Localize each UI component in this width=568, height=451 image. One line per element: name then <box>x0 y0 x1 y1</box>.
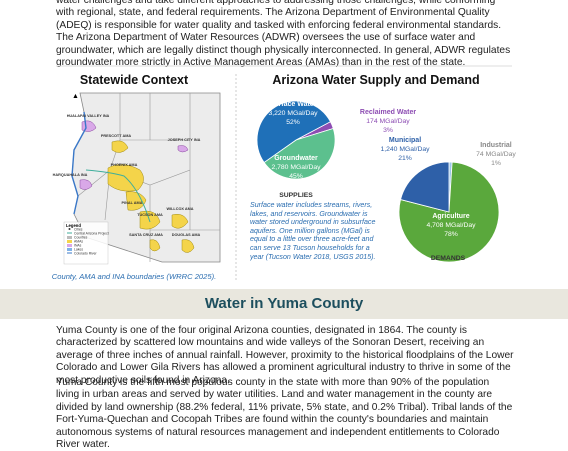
pinal-ama <box>125 191 147 211</box>
douglas-ama <box>181 239 195 253</box>
slice-amount: 3,220 MGal/Day <box>268 110 318 117</box>
intro-paragraph: water challenges and take different appr… <box>56 0 511 69</box>
slice-name: Agriculture <box>432 213 469 220</box>
slice-amount: 1,240 MGal/Day <box>380 146 430 153</box>
slice-name: Reclaimed Water <box>360 109 416 116</box>
santa-cruz-ama <box>149 239 161 252</box>
note: Surface water includes streams, rivers, … <box>250 201 376 261</box>
north-arrow: ▲ <box>72 93 79 100</box>
map-label: PRESCOTT AMA <box>101 134 131 138</box>
legend-label: Counties <box>74 236 88 240</box>
prescott-ama <box>111 140 129 153</box>
slice-percent: 1% <box>491 160 501 167</box>
map-label: TUCSON AMA <box>137 213 163 217</box>
map-label: JOSEPH CITY INA <box>168 138 201 142</box>
paragraph: Yuma County is one of the four original … <box>56 325 514 386</box>
slice-percent: 45% <box>289 173 303 180</box>
chart-title: Arizona Water Supply and Demand <box>272 73 479 87</box>
slice-percent: 21% <box>398 155 412 162</box>
legend-label: Lakes <box>74 248 83 252</box>
section-band: Water in Yuma County <box>0 289 568 319</box>
map-label: SANTA CRUZ AMA <box>129 233 163 237</box>
map-label: PINAL AMA <box>122 201 143 205</box>
slice-name: Industrial <box>480 142 512 149</box>
slice-percent: 78% <box>444 231 458 238</box>
map-label: DOUGLAS AMA <box>172 233 201 237</box>
legend-label: AMAs <box>74 240 83 244</box>
pie-slice <box>263 127 336 180</box>
pie-caption: DEMANDS <box>431 255 466 262</box>
pie-caption: SUPPLIES <box>279 192 313 199</box>
willcox-ama <box>171 214 189 229</box>
slice-amount: 4,708 MGal/Day <box>426 222 476 229</box>
map-title: Statewide Context <box>80 73 189 87</box>
map-label: WILLCOX AMA <box>166 207 193 211</box>
slice-percent: 3% <box>383 127 393 134</box>
joseph-city-ina <box>177 145 189 153</box>
map-label: HARQUAHALA INA <box>53 173 88 177</box>
legend-label: Colorado River <box>74 252 97 256</box>
slice-amount: 174 MGal/Day <box>366 118 410 125</box>
slice-amount: 2,780 MGal/Day <box>271 164 321 171</box>
cap-canal <box>85 169 151 223</box>
slice-name: Surface Water <box>270 101 317 108</box>
slice-percent: 52% <box>286 119 300 126</box>
legend-swatch-inas <box>67 244 72 247</box>
legend-label: INAs <box>74 244 82 248</box>
legend-label: Cities <box>74 228 83 232</box>
slice-name: Groundwater <box>274 155 318 162</box>
figure-panel: Statewide Context ▲ County, AMA and INA … <box>52 65 516 281</box>
legend-label: Central Arizona Project <box>74 232 109 236</box>
pie-slice <box>400 161 450 213</box>
map-label: PHOENIX AMA <box>111 163 138 167</box>
colorado-river <box>71 111 87 215</box>
map-caption: County, AMA and INA boundaries (WRRC 202… <box>52 272 216 281</box>
section-title: Water in Yuma County <box>204 295 364 312</box>
harquahala-ina <box>79 179 93 190</box>
paragraph: Yuma County is the fifth most populous c… <box>56 377 513 451</box>
tucson-ama <box>139 210 161 230</box>
legend-swatch-counties <box>67 236 72 239</box>
map: ▲ <box>63 92 221 265</box>
legend-title: Legend <box>66 223 81 228</box>
legend-swatch-amas <box>67 240 72 243</box>
slice-name: Municipal <box>389 137 421 144</box>
legend-swatch-lakes <box>67 248 72 251</box>
legend-swatch-cities <box>68 228 71 230</box>
map-label: HUALAPAI VALLEY INA <box>67 114 110 118</box>
slice-amount: 74 MGal/Day <box>476 151 516 158</box>
note-container: Surface water includes streams, rivers, … <box>250 201 376 261</box>
pie-slice <box>256 100 331 164</box>
